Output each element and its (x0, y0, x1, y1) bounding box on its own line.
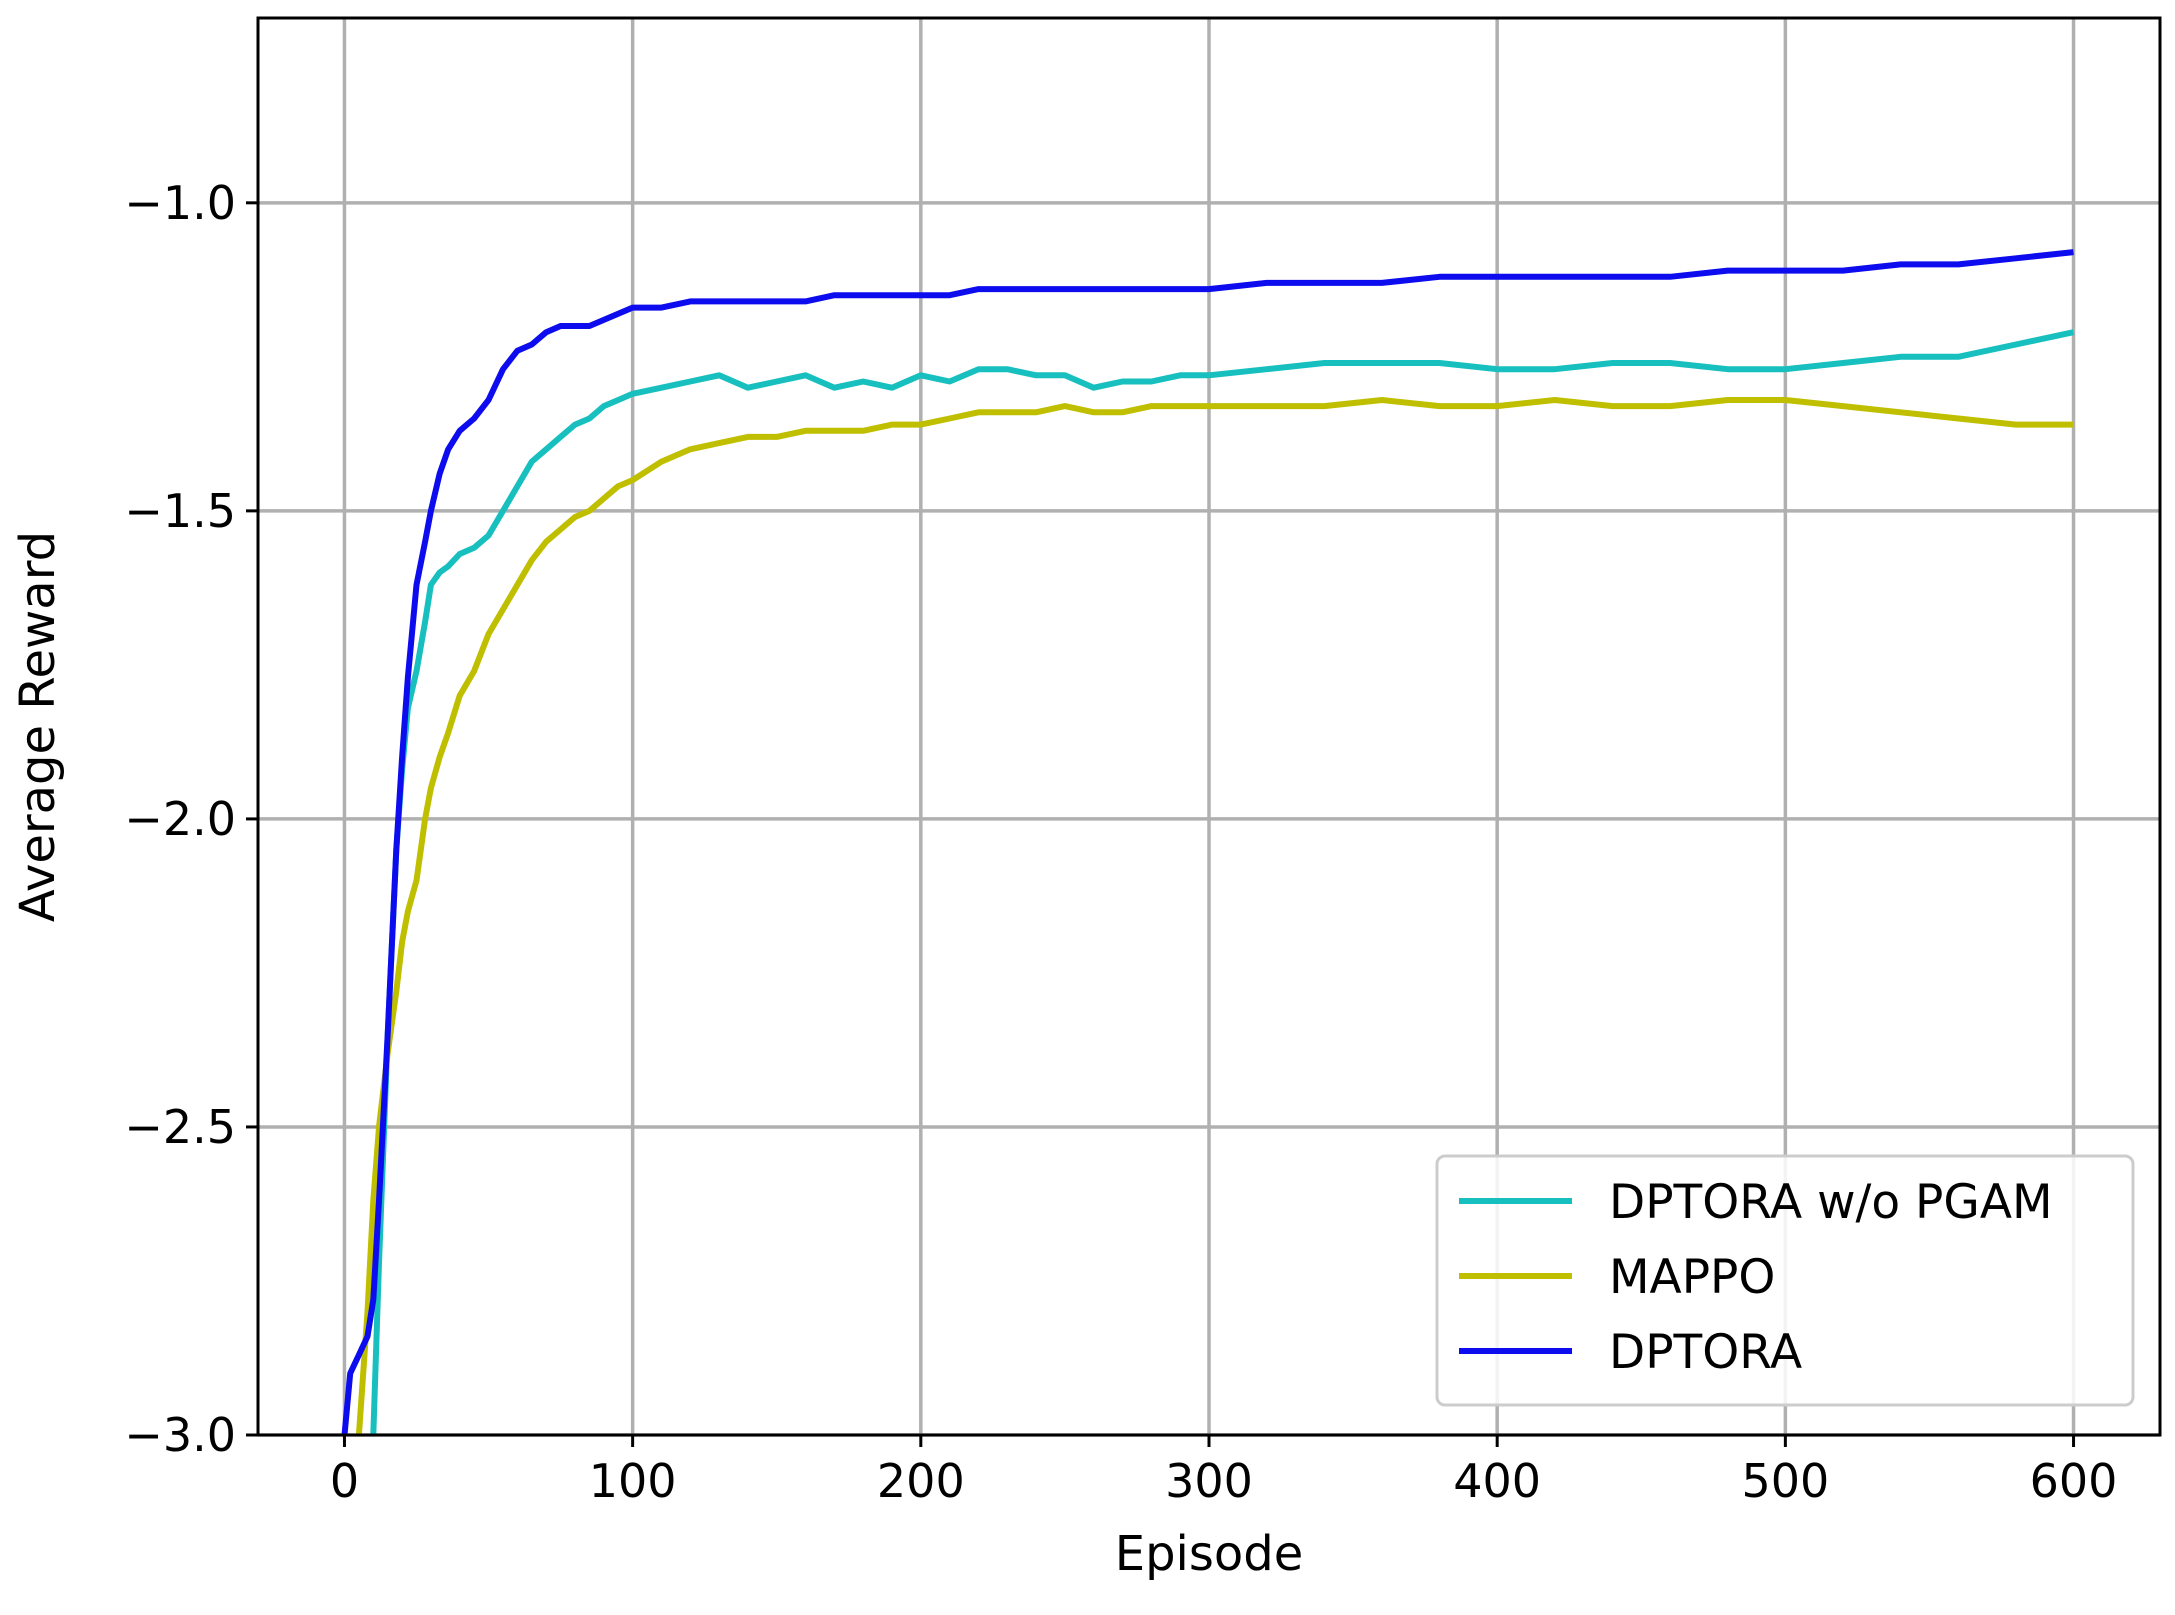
legend-label: MAPPO (1609, 1250, 1775, 1305)
y-tick-label: −2.0 (124, 792, 236, 846)
y-tick-label: −3.0 (124, 1408, 236, 1462)
x-tick-label: 600 (2030, 1454, 2118, 1508)
legend-frame (1435, 1154, 2135, 1407)
legend-label: DPTORA w/o PGAM (1609, 1175, 2053, 1230)
y-axis-label: Average Reward (10, 531, 66, 922)
y-tick-label: −1.5 (124, 484, 236, 538)
series-group (341, 249, 2075, 1435)
y-tick-label: −2.5 (124, 1100, 236, 1154)
x-tick-label: 100 (589, 1454, 677, 1508)
legend-entries: DPTORA w/o PGAM MAPPO DPTORA (1459, 1175, 2053, 1380)
legend-label: DPTORA (1609, 1325, 1802, 1380)
legend: DPTORA w/o PGAM MAPPO DPTORA (1435, 1154, 2135, 1407)
axis-ticks: 0 100 200 300 400 500 600 −3.0 −2.5 −2.0 −1.5 −1.0 (124, 176, 2117, 1508)
x-tick-label: 0 (330, 1454, 359, 1508)
series-line-3 (341, 249, 2074, 1435)
series-line-2 (355, 397, 2074, 1435)
x-tick-label: 400 (1453, 1454, 1541, 1508)
grid (258, 18, 2160, 1437)
y-tick-label: −1.0 (124, 176, 236, 230)
x-tick-label: 200 (877, 1454, 965, 1508)
x-tick-label: 500 (1741, 1454, 1829, 1508)
x-tick-label: 300 (1165, 1454, 1253, 1508)
series-line-1 (370, 329, 2075, 1435)
x-axis-label: Episode (1115, 1526, 1304, 1582)
